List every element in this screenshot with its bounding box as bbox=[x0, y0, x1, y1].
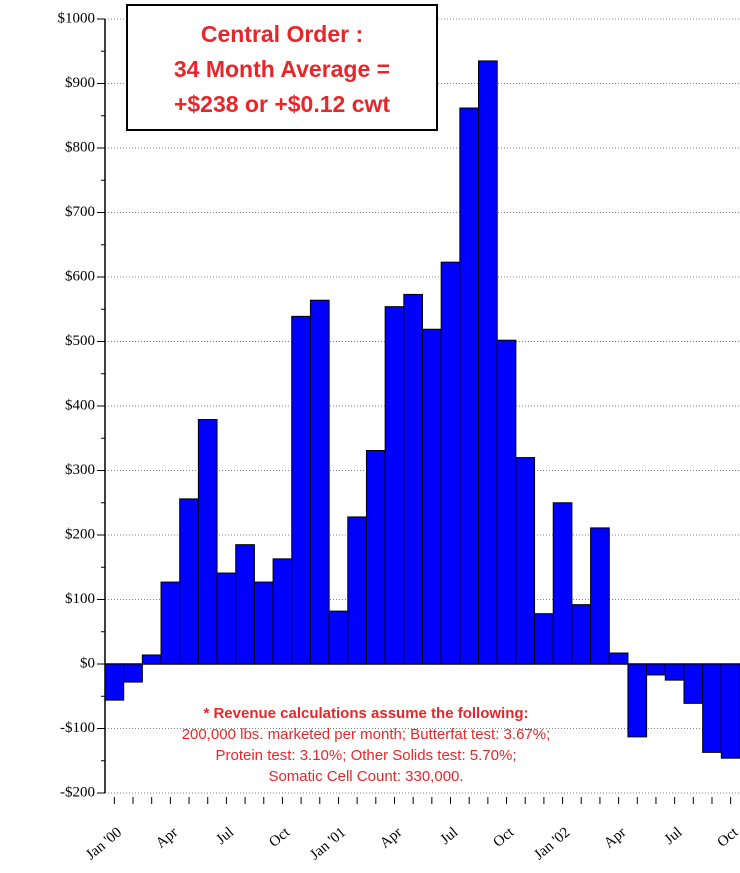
bar bbox=[384, 306, 405, 665]
bar bbox=[590, 527, 610, 665]
x-tick-label: Apr bbox=[601, 824, 629, 851]
bars bbox=[104, 60, 740, 759]
bar bbox=[608, 652, 629, 665]
x-tick-label: Apr bbox=[153, 824, 181, 851]
bar bbox=[478, 60, 498, 665]
x-tick-label: Oct bbox=[490, 824, 518, 851]
y-tick-label: -$100 bbox=[60, 720, 95, 736]
note: * Revenue calculations assume the follow… bbox=[203, 705, 528, 722]
bar bbox=[440, 261, 461, 665]
bar bbox=[534, 613, 554, 665]
y-tick-label: $900 bbox=[65, 75, 95, 91]
bar bbox=[496, 339, 517, 665]
bar bbox=[253, 581, 274, 665]
title-box bbox=[126, 4, 438, 131]
bar bbox=[123, 663, 143, 683]
bar bbox=[309, 299, 330, 665]
y-tick-label: $1000 bbox=[58, 10, 96, 26]
chart-title: 34 Month Average = bbox=[174, 56, 390, 82]
bar bbox=[552, 502, 573, 665]
chart-title: Central Order : bbox=[201, 21, 363, 47]
bar bbox=[272, 558, 293, 665]
x-tick-label: Jan '00 bbox=[83, 824, 125, 863]
note: Somatic Cell Count: 330,000. bbox=[268, 768, 463, 785]
bar bbox=[683, 663, 704, 704]
bar bbox=[571, 604, 592, 665]
bar bbox=[179, 498, 199, 665]
bar bbox=[104, 663, 125, 701]
bar bbox=[403, 293, 423, 665]
x-tick-label: Jul bbox=[662, 824, 686, 848]
bar bbox=[197, 419, 218, 665]
y-tick-label: $100 bbox=[65, 591, 95, 607]
bar bbox=[627, 663, 648, 738]
bar bbox=[646, 663, 666, 676]
x-tick-label: Oct bbox=[715, 824, 740, 851]
note: 200,000 lbs. marketed per month; Butterf… bbox=[182, 726, 551, 743]
y-tick-label: $400 bbox=[65, 397, 95, 413]
y-tick-label: $800 bbox=[65, 139, 95, 155]
note: Protein test: 3.10%; Other Solids test: … bbox=[216, 747, 517, 764]
y-tick-label: $500 bbox=[65, 333, 95, 349]
bar bbox=[702, 663, 722, 753]
bar bbox=[365, 450, 386, 665]
chart-title: +$238 or +$0.12 cwt bbox=[174, 91, 390, 117]
y-tick-label: -$200 bbox=[60, 784, 95, 800]
y-tick-label: $200 bbox=[65, 526, 95, 542]
y-tick-label: $700 bbox=[65, 204, 95, 220]
x-tick-label: Jul bbox=[213, 824, 237, 848]
bar bbox=[664, 663, 685, 681]
bar bbox=[720, 663, 740, 759]
x-tick-label: Oct bbox=[266, 824, 294, 851]
y-tick-label: $600 bbox=[65, 268, 95, 284]
bar bbox=[235, 544, 255, 665]
bar bbox=[459, 107, 480, 665]
bar bbox=[347, 516, 367, 665]
x-tick-label: Jan '01 bbox=[307, 824, 349, 863]
x-tick-label: Jan '02 bbox=[531, 824, 573, 863]
x-tick-label: Apr bbox=[377, 824, 405, 851]
bar bbox=[422, 328, 442, 665]
bar bbox=[515, 457, 536, 665]
x-tick-label: Jul bbox=[438, 824, 462, 848]
bar bbox=[160, 581, 181, 665]
y-tick-label: $300 bbox=[65, 462, 95, 478]
bar bbox=[216, 572, 237, 665]
bar bbox=[141, 654, 162, 665]
bar bbox=[328, 610, 349, 665]
bar bbox=[291, 315, 311, 665]
y-tick-label: $0 bbox=[80, 655, 95, 671]
